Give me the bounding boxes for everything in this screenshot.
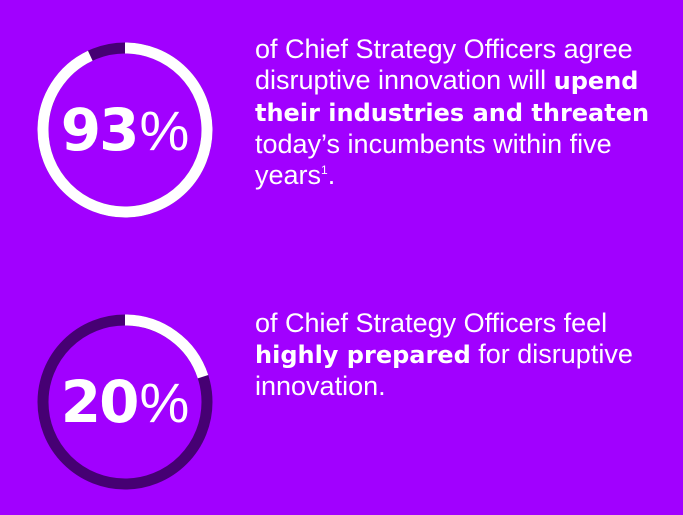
ring-graphic (37, 42, 213, 218)
desc-text-before: of Chief Strategy Officers feel (255, 308, 608, 338)
ring-progress (37, 42, 213, 218)
desc-end-punct: . (327, 160, 336, 190)
percent-number: 20 (60, 368, 140, 436)
footnote-marker: 1 (321, 163, 328, 177)
percent-label: 93% (35, 40, 215, 220)
ring-progress (37, 314, 213, 490)
stat-description: of Chief Strategy Officers feel highly p… (255, 308, 670, 402)
desc-text-before: of Chief Strategy Officers agree disrupt… (255, 34, 633, 95)
desc-emphasis: highly prepared (255, 341, 471, 369)
percent-sign: % (139, 370, 190, 434)
progress-ring: 20% (35, 312, 215, 492)
percent-label: 20% (35, 312, 215, 492)
desc-text-after: for disruptive innovation. (255, 339, 633, 401)
stat-block-93: 93% of Chief Strategy Officers agree dis… (35, 34, 670, 220)
progress-ring: 93% (35, 40, 215, 220)
percent-number: 93 (60, 96, 140, 164)
ring-graphic (37, 314, 213, 490)
desc-emphasis: upend their industries and threaten (255, 67, 650, 127)
desc-text-after: today’s incumbents within five years (255, 129, 612, 190)
stat-description: of Chief Strategy Officers agree disrupt… (255, 34, 670, 191)
percent-sign: % (139, 98, 190, 162)
stat-block-20: 20% of Chief Strategy Officers feel high… (0, 270, 683, 515)
